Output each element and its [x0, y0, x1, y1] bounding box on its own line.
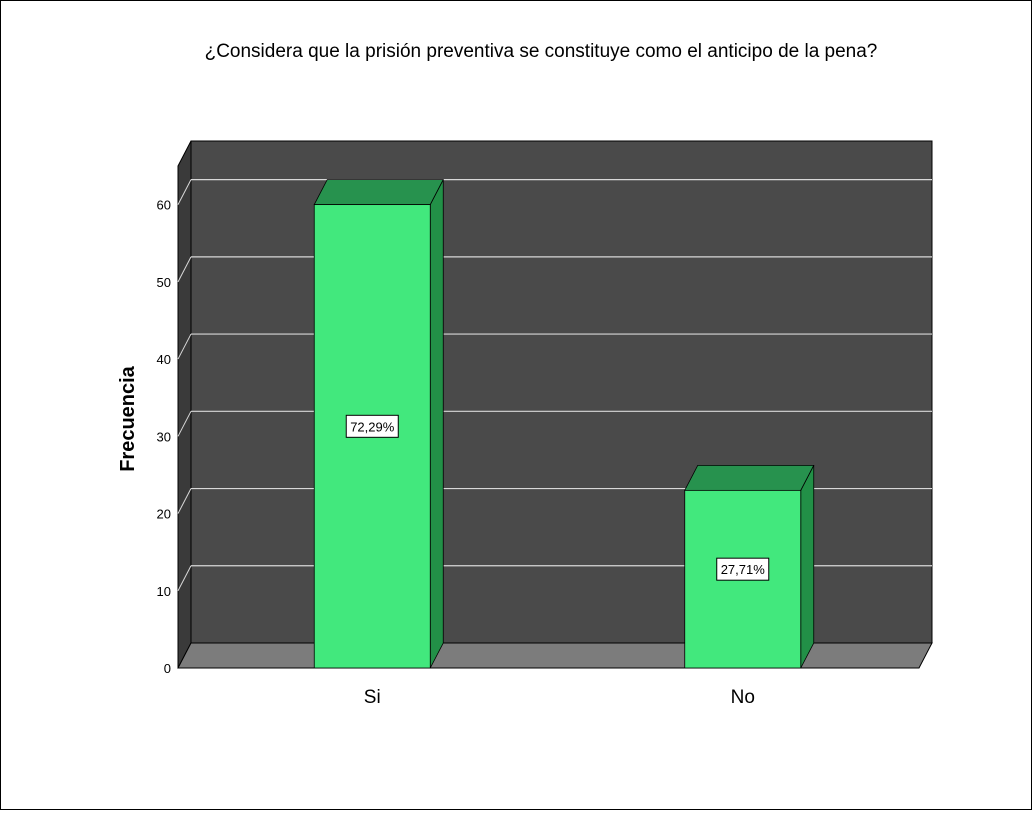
y-tick-label: 0 [164, 661, 171, 676]
y-tick-label: 10 [157, 584, 171, 599]
data-label-box [345, 414, 399, 438]
gridline-side [177, 256, 192, 283]
gridline-side [177, 565, 192, 591]
x-tick-label: No [731, 687, 755, 708]
y-tick-label: 50 [157, 275, 171, 290]
y-axis-label: Frecuencia [117, 365, 139, 471]
data-label: 72,29% [350, 419, 395, 434]
bar-side [429, 179, 444, 669]
bar-top [684, 464, 815, 491]
data-label: 27,71% [721, 562, 766, 577]
floor [177, 642, 933, 669]
y-tick-label: 20 [157, 507, 171, 522]
chart-title: ¿Considera que la prisión preventiva se … [205, 41, 878, 62]
plot-area: 0 10 20 30 40 50 60 72,29% Si 27,71% No [157, 140, 933, 708]
x-tick-label: Si [364, 687, 381, 708]
bar-side [800, 465, 815, 669]
side-wall [177, 140, 192, 669]
bar-top [313, 179, 444, 206]
gridline-side [177, 333, 192, 360]
y-tick-label: 40 [157, 352, 171, 367]
y-tick-label: 30 [157, 429, 171, 444]
data-label-box [716, 557, 770, 581]
back-wall [190, 140, 933, 644]
gridline-side [177, 411, 192, 437]
gridline-side [177, 179, 192, 205]
gridline-side [177, 488, 192, 514]
y-tick-label: 60 [157, 198, 171, 213]
